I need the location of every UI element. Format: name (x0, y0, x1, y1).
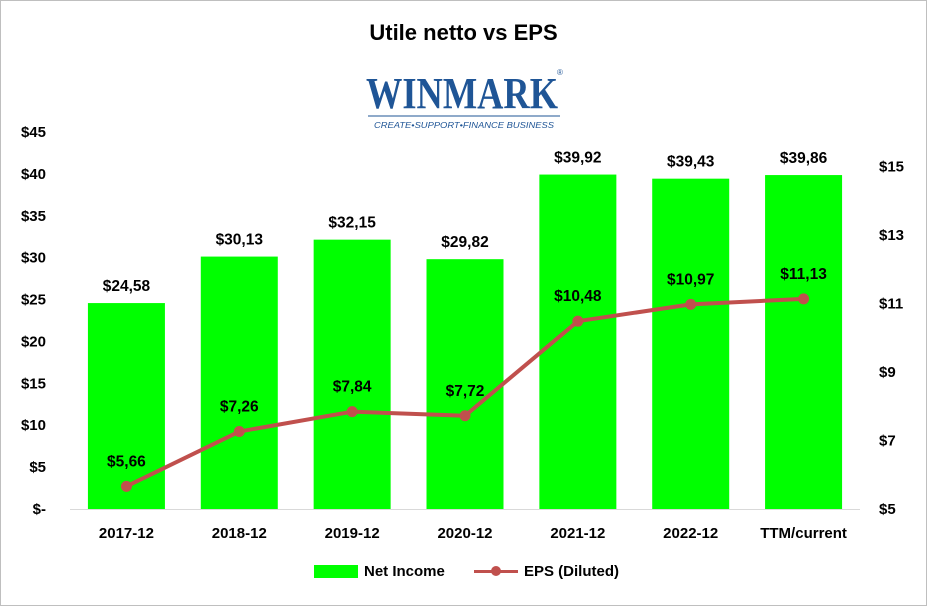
x-tick-label: 2020-12 (437, 525, 492, 542)
chart-title: Utile netto vs EPS (369, 20, 558, 45)
y-left-tick-label: $- (33, 501, 46, 518)
y-left-tick-label: $5 (29, 459, 46, 476)
axes: 2017-12 2018-12 2019-12 2020-12 2021-12 2022-… (21, 124, 904, 542)
y-left-tick-label: $15 (21, 375, 46, 392)
legend-label-net-income: Net Income (364, 563, 445, 580)
bar-net-income (87, 303, 165, 509)
x-tick-label: 2017-12 (99, 525, 154, 542)
bar-net-income (765, 175, 843, 510)
y-left-tick-label: $25 (21, 292, 46, 309)
legend-item-eps: EPS (Diluted) (474, 563, 619, 580)
eps-point (572, 315, 584, 327)
net-income-bars (87, 174, 843, 510)
legend-swatch-line (474, 565, 518, 578)
eps-point (459, 410, 471, 422)
legend-label-eps: EPS (Diluted) (524, 563, 620, 580)
bar-data-label: $29,82 (441, 234, 488, 251)
eps-data-label: $10,48 (554, 288, 602, 305)
y-right-tick-label: $11 (879, 295, 903, 312)
logo-wordmark: WINMARK (366, 69, 558, 118)
x-tick-label: 2019-12 (325, 525, 380, 542)
legend-swatch-bar (314, 565, 358, 578)
y-left-tick-label: $20 (21, 333, 46, 350)
y-right-tick-label: $15 (879, 158, 904, 175)
eps-line (120, 293, 810, 492)
y-right-tick-label: $13 (879, 227, 904, 244)
y-left-tick-label: $35 (21, 208, 46, 225)
x-tick-label: TTM/current (760, 525, 847, 542)
eps-data-label: $5,66 (107, 453, 146, 470)
bar-data-label: $39,86 (780, 150, 828, 167)
logo-tagline: CREATE•SUPPORT•FINANCE BUSINESS (374, 121, 555, 130)
eps-data-label: $7,72 (446, 383, 485, 400)
bar-data-label: $39,43 (667, 154, 715, 171)
bar-net-income (313, 239, 391, 509)
bar-data-label: $39,92 (554, 150, 601, 167)
eps-data-label: $7,26 (220, 399, 259, 416)
bar-net-income (652, 178, 730, 509)
y-left-tick-label: $10 (21, 417, 46, 434)
eps-point (685, 298, 697, 310)
y-right-tick-label: $5 (879, 501, 896, 518)
y-right-tick-label: $7 (879, 432, 896, 449)
bar-net-income (200, 256, 278, 509)
bar-data-label: $30,13 (216, 232, 264, 249)
y-left-tick-label: $40 (21, 166, 46, 183)
bar-data-label: $24,58 (103, 278, 151, 295)
chart-legend: Net Income EPS (Diluted) (0, 563, 927, 587)
eps-data-label: $7,84 (333, 379, 372, 396)
logo-registered-mark: ® (557, 68, 563, 77)
bar-net-income (426, 259, 504, 509)
eps-point (233, 426, 245, 438)
y-left-tick-label: $30 (21, 250, 46, 267)
x-tick-label: 2021-12 (550, 525, 605, 542)
bar-data-label: $32,15 (328, 215, 376, 232)
eps-point (798, 293, 810, 305)
data-labels: $24,58 $30,13 $32,15 $29,82 $39,92 $39,43 $39,… (103, 150, 828, 471)
x-tick-label: 2022-12 (663, 525, 718, 542)
legend-item-net-income: Net Income (314, 563, 445, 580)
eps-point (346, 406, 358, 418)
eps-data-label: $11,13 (780, 266, 827, 283)
eps-point (120, 480, 132, 492)
y-right-tick-label: $9 (879, 364, 896, 381)
winmark-logo: WINMARK ® CREATE•SUPPORT•FINANCE BUSINES… (366, 68, 563, 130)
y-left-tick-label: $45 (21, 124, 46, 141)
eps-data-label: $10,97 (667, 271, 714, 288)
x-tick-label: 2018-12 (212, 525, 267, 542)
